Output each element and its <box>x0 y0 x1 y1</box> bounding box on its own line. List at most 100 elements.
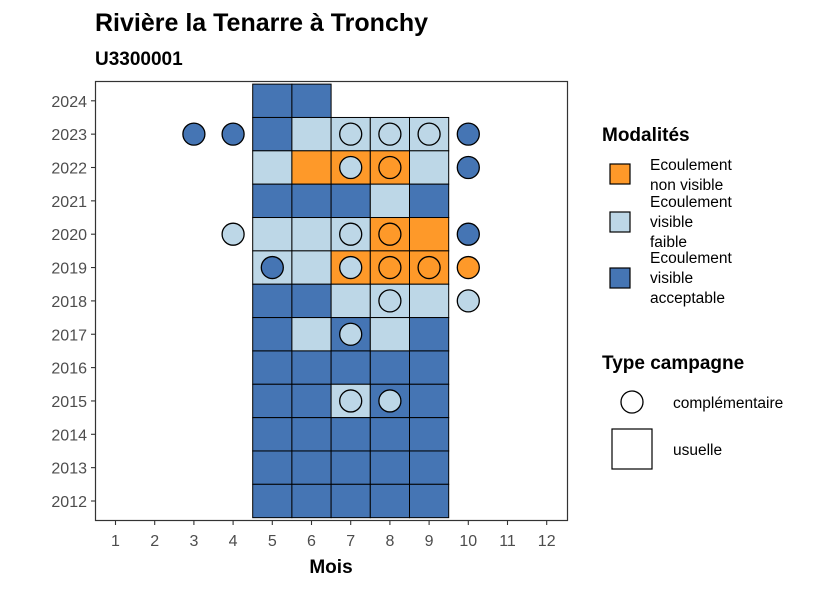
tile-2016-8 <box>369 350 410 385</box>
tile-2024-6 <box>291 83 332 118</box>
x-tick-label-2: 2 <box>150 533 159 550</box>
tile-2018-6 <box>291 283 332 319</box>
tile-2014-8 <box>369 417 410 452</box>
y-axis: 2012 2013 2014 2015 2016 2017 2018 2019 2020 2021… <box>51 94 96 511</box>
legend-label-F-2: faible <box>650 234 687 251</box>
legend-label-A-1: visible <box>650 270 693 287</box>
legend-label-N-1: non visible <box>650 177 723 194</box>
x-tick-label-6: 6 <box>307 533 316 550</box>
x-tick-label-1: 1 <box>111 533 120 550</box>
x-tick-label-4: 4 <box>229 533 238 550</box>
point-2023-7 <box>339 122 363 146</box>
y-tick-label-2023: 2023 <box>51 127 87 144</box>
point-2023-9 <box>417 122 441 146</box>
point-2020-7 <box>339 222 363 246</box>
y-tick-label-2013: 2013 <box>51 461 87 478</box>
tile-2017-8 <box>369 317 410 352</box>
tile-2013-5 <box>252 450 293 485</box>
tile-2017-5 <box>252 317 293 352</box>
tile-2012-5 <box>252 483 293 519</box>
x-axis: 1 2 3 4 5 6 7 8 9 10 11 12 <box>111 520 556 550</box>
point-2023-4 <box>221 122 245 146</box>
point-2023-8 <box>378 122 402 146</box>
point-2015-8 <box>378 389 402 413</box>
tile-2022-9 <box>409 150 450 185</box>
tile-2021-5 <box>252 183 293 219</box>
legend-label-N-0: Ecoulement <box>650 157 733 174</box>
point-2020-8 <box>378 222 402 246</box>
x-tick-label-7: 7 <box>346 533 355 550</box>
tile-2023-5 <box>252 116 293 152</box>
tile-2013-6 <box>291 450 332 485</box>
tile-2012-8 <box>369 483 410 519</box>
legend-label-F-0: Ecoulement <box>650 194 733 211</box>
point-2023-10 <box>456 122 480 146</box>
x-tick-label-11: 11 <box>499 533 516 550</box>
legend-key-circle <box>620 390 644 414</box>
tile-2015-9 <box>409 383 450 419</box>
legend-key-square <box>611 428 653 470</box>
x-tick-label-3: 3 <box>189 533 198 550</box>
y-tick-label-2018: 2018 <box>51 294 87 311</box>
tile-2018-9 <box>409 283 450 319</box>
tile-2021-8 <box>369 183 410 219</box>
legend-key-N <box>609 163 631 185</box>
y-tick-label-2024: 2024 <box>51 94 87 111</box>
tile-2015-6 <box>291 383 332 419</box>
tile-2022-6 <box>291 150 332 185</box>
y-tick-label-2014: 2014 <box>51 427 87 444</box>
tile-2020-5 <box>252 217 293 252</box>
tile-2021-9 <box>409 183 450 219</box>
point-2019-8 <box>378 255 402 280</box>
tile-2021-6 <box>291 183 332 219</box>
tile-2017-9 <box>409 317 450 352</box>
tile-2023-6 <box>291 116 332 152</box>
point-2018-8 <box>378 289 402 313</box>
tile-2016-5 <box>252 350 293 385</box>
point-2022-7 <box>339 155 363 180</box>
y-tick-label-2020: 2020 <box>51 227 87 244</box>
y-tick-label-2022: 2022 <box>51 161 87 178</box>
tile-2019-6 <box>291 250 332 285</box>
tile-2012-9 <box>409 483 450 519</box>
plot-area <box>94 80 569 522</box>
tile-2013-8 <box>369 450 410 485</box>
tile-2022-5 <box>252 150 293 185</box>
point-2020-10 <box>456 222 480 246</box>
legend-type-title: Type campagne <box>602 353 744 374</box>
point-2022-8 <box>378 155 402 180</box>
tile-2017-6 <box>291 317 332 352</box>
tile-2016-7 <box>330 350 371 385</box>
x-tick-label-5: 5 <box>268 533 277 550</box>
legend-type-items: complémentaire usuelle <box>611 390 783 470</box>
point-2019-5 <box>260 255 284 280</box>
tile-2014-7 <box>330 417 371 452</box>
x-axis-label: Mois <box>309 557 352 578</box>
point-2022-10 <box>456 155 480 180</box>
tile-2024-5 <box>252 83 293 118</box>
point-2015-7 <box>339 389 363 413</box>
legend-label-A-2: acceptable <box>650 290 725 307</box>
point-2023-3 <box>182 122 206 146</box>
x-tick-label-12: 12 <box>538 533 556 550</box>
tile-2020-9 <box>409 217 450 252</box>
chart-title: Rivière la Tenarre à Tronchy <box>95 9 428 37</box>
point-2019-10 <box>456 255 480 280</box>
tile-2012-7 <box>330 483 371 519</box>
point-2019-7 <box>339 255 363 280</box>
tile-2014-5 <box>252 417 293 452</box>
legend-label-usuelle: usuelle <box>673 442 722 459</box>
y-tick-label-2021: 2021 <box>51 194 87 211</box>
point-2017-7 <box>339 322 363 346</box>
complementaire-points <box>182 122 480 413</box>
point-2018-10 <box>456 289 480 313</box>
x-tick-label-9: 9 <box>425 533 434 550</box>
point-2020-4 <box>221 222 245 246</box>
point-2019-9 <box>417 255 441 280</box>
legend-modalites-title: Modalités <box>602 125 690 146</box>
usuelle-tiles <box>252 83 450 519</box>
y-tick-label-2019: 2019 <box>51 261 87 278</box>
tile-2013-9 <box>409 450 450 485</box>
